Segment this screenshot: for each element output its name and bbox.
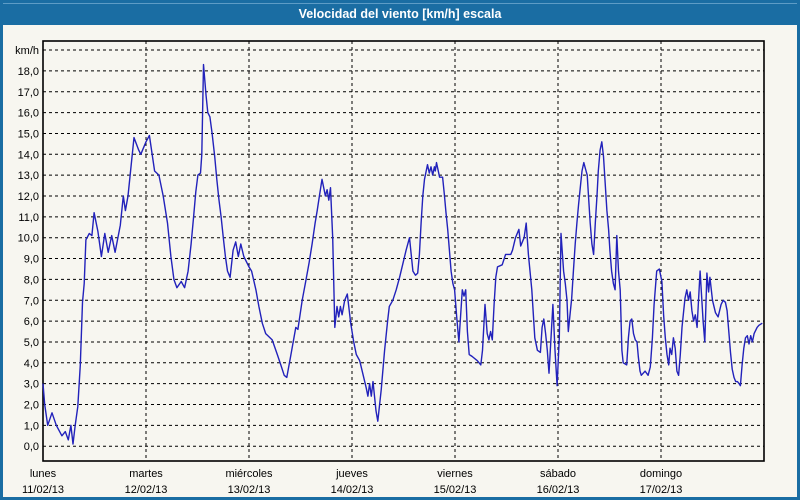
x-date-label: 16/02/13 <box>537 484 580 496</box>
y-gridlines-and-labels: km/h 18,0 17,0 16,0 15,0 14,0 13,0 12,0 11,0 10,0… <box>15 45 764 453</box>
y-tick-label: 1,0 <box>24 420 39 432</box>
x-date-label: 13/02/13 <box>228 484 271 496</box>
y-tick-label: 18,0 <box>18 66 39 78</box>
y-tick-label: 2,0 <box>24 400 39 412</box>
x-date-label: 12/02/13 <box>125 484 168 496</box>
y-tick-label: 16,0 <box>18 108 39 120</box>
x-gridlines <box>145 41 662 461</box>
y-tick-label: 3,0 <box>24 379 39 391</box>
y-tick-label: 12,0 <box>18 191 39 203</box>
x-day-label: martes <box>129 468 163 480</box>
x-day-label: miércoles <box>225 468 273 480</box>
x-date-label: 14/02/13 <box>331 484 374 496</box>
y-tick-label: 13,0 <box>18 170 39 182</box>
y-tick-label: 7,0 <box>24 295 39 307</box>
y-tick-label: 8,0 <box>24 274 39 286</box>
title-bar: Velocidad del viento [km/h] escala <box>3 3 797 25</box>
y-tick-label: 6,0 <box>24 316 39 328</box>
y-axis-unit-label: km/h <box>15 45 39 57</box>
wind-speed-line-chart: km/h 18,0 17,0 16,0 15,0 14,0 13,0 12,0 11,0 10,0… <box>15 40 765 496</box>
y-tick-label: 9,0 <box>24 254 39 266</box>
x-day-label: domingo <box>640 468 682 480</box>
y-tick-label: 4,0 <box>24 358 39 370</box>
x-date-label: 15/02/13 <box>434 484 477 496</box>
plot-frame <box>42 40 765 462</box>
x-day-label: jueves <box>335 468 368 480</box>
y-tick-label: 14,0 <box>18 149 39 161</box>
x-date-label: 11/02/13 <box>22 484 64 496</box>
x-day-label: sábado <box>540 468 576 480</box>
y-tick-label: 11,0 <box>18 212 39 224</box>
y-tick-label: 10,0 <box>18 233 39 245</box>
x-day-label: lunes <box>30 468 57 480</box>
wind-speed-series-line <box>42 63 763 445</box>
page-title: Velocidad del viento [km/h] escala <box>298 7 502 21</box>
x-day-label: viernes <box>437 468 473 480</box>
y-tick-label: 5,0 <box>24 337 39 349</box>
x-date-label: 17/02/13 <box>640 484 683 496</box>
y-tick-label: 17,0 <box>18 87 39 99</box>
x-axis-labels: lunes 11/02/13 martes 12/02/13 miércoles 13/0… <box>22 468 682 496</box>
y-tick-label: 15,0 <box>18 128 39 140</box>
y-tick-label: 0,0 <box>24 441 39 453</box>
